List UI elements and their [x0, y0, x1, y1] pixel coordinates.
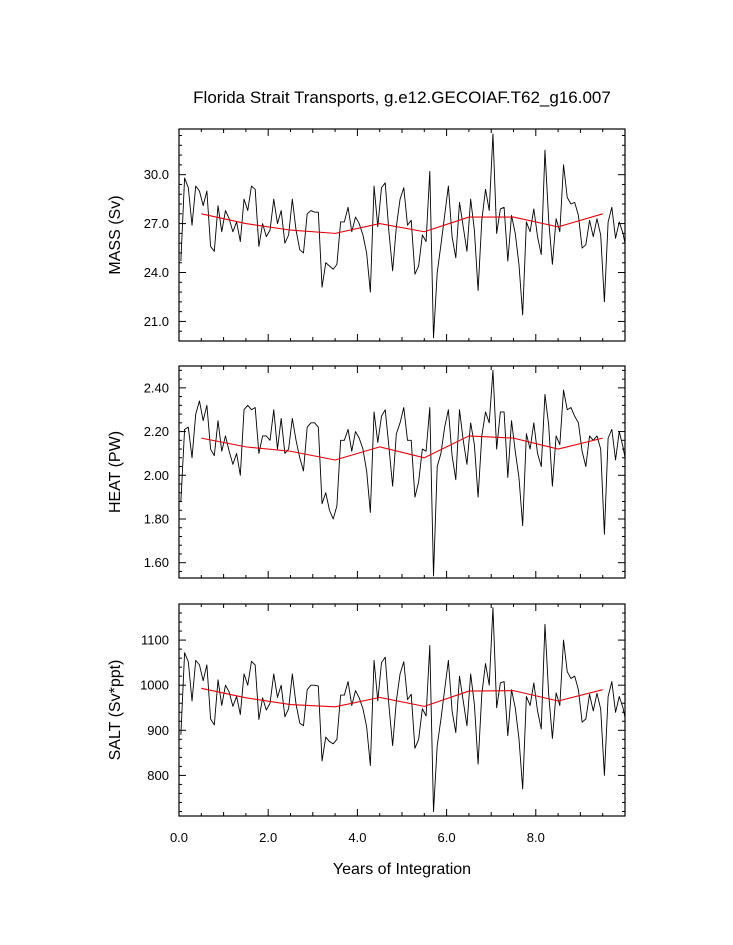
- y-tick-label: 2.40: [144, 380, 169, 395]
- panel-2: 1.60 1.80 2.00 2.20 2.40 HEAT (PW): [107, 365, 626, 579]
- monthly-series-line: [180, 607, 625, 812]
- y-tick-label: 900: [147, 723, 169, 738]
- x-axis-label: Years of Integration: [333, 861, 471, 878]
- plot-frame: [178, 365, 626, 579]
- y-tick-label: 1.60: [144, 555, 169, 570]
- annual-mean-line: [201, 213, 603, 234]
- y-tick-label: 2.20: [144, 424, 169, 439]
- y-tick-label: 24.0: [144, 265, 169, 280]
- y-tick-label: 1000: [140, 678, 169, 693]
- panel-3: 800 900 1000 1100 0.0 2.0 4.0 6.0 8.0 SALT (Sv*pp…: [107, 603, 626, 845]
- y-axis-label: HEAT (PW): [107, 431, 124, 513]
- x-tick-label: 2.0: [259, 830, 277, 845]
- y-tick-label: 27.0: [144, 216, 169, 231]
- y-tick-label: 1100: [141, 633, 169, 648]
- plot-frame: [178, 603, 626, 817]
- y-tick-label: 21.0: [144, 314, 169, 329]
- y-tick-label: 1.80: [144, 511, 169, 526]
- monthly-series-line: [180, 133, 625, 339]
- x-tick-label: 4.0: [348, 830, 366, 845]
- y-tick-label: 2.00: [144, 468, 169, 483]
- plot-frame: [178, 128, 626, 342]
- annual-mean-line: [201, 435, 603, 461]
- panels: 21.0 24.0 27.0 30.0 MASS (Sv) 1.60 1.80 2.00 2.2…: [107, 128, 626, 845]
- y-axis-label: SALT (Sv*ppt): [107, 660, 124, 761]
- x-tick-label: 8.0: [527, 830, 545, 845]
- annual-mean-line: [201, 687, 603, 708]
- monthly-series-line: [180, 369, 625, 577]
- chart-title: Florida Strait Transports, g.e12.GECOIAF…: [193, 88, 611, 107]
- y-axis-label: MASS (Sv): [107, 195, 124, 274]
- x-tick-label: 0.0: [170, 830, 188, 845]
- y-tick-label: 800: [147, 768, 169, 783]
- panel-1: 21.0 24.0 27.0 30.0 MASS (Sv): [107, 128, 626, 342]
- y-tick-label: 30.0: [144, 167, 169, 182]
- x-tick-label: 6.0: [438, 830, 456, 845]
